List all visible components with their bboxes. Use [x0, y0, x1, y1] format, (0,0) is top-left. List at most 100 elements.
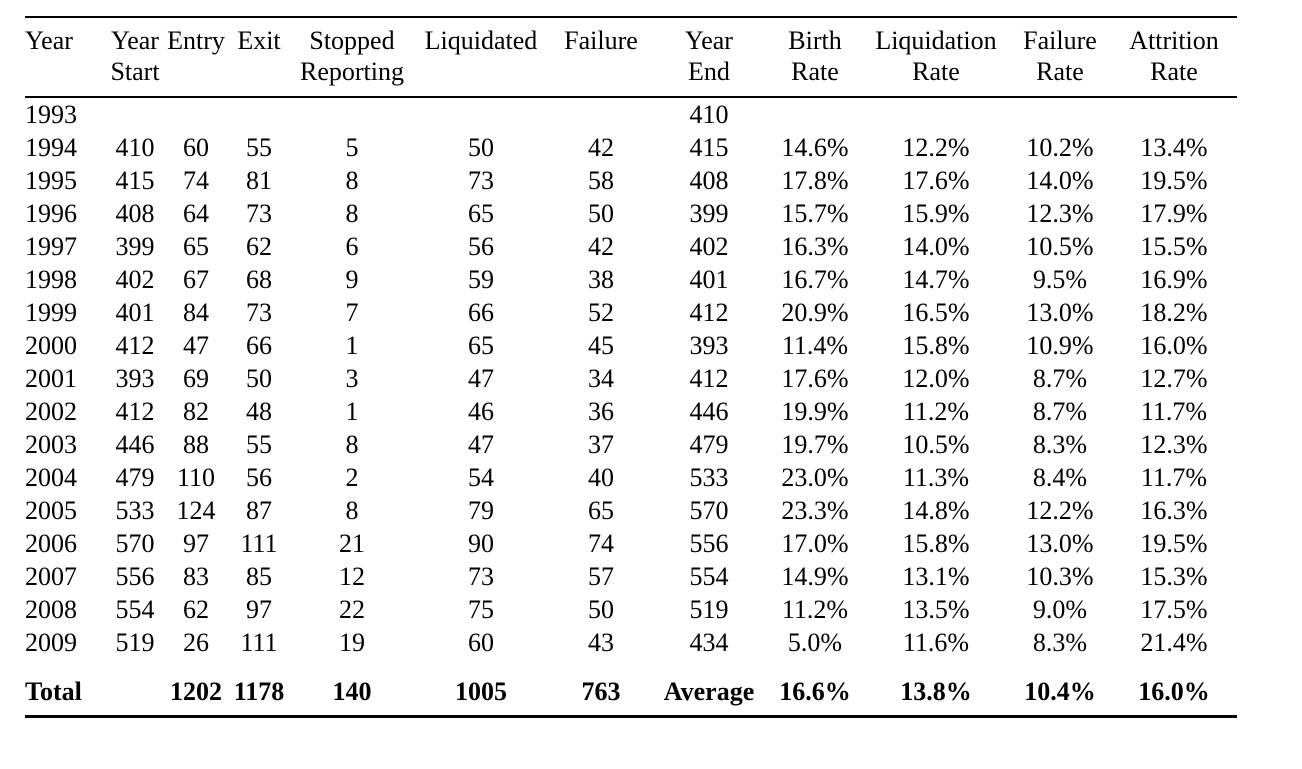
table-cell: 519: [689, 595, 729, 624]
table-cell: 66: [468, 298, 494, 327]
table-cell: 399: [115, 232, 155, 261]
table-row-1995: 1995 415 74 81 8 73 58 408 17.8% 17.6% 14.0% 19.5%: [25, 164, 1237, 197]
table-cell: 8: [345, 496, 359, 525]
table-cell: 47: [183, 331, 209, 360]
table-cell: 16.5%: [902, 298, 970, 327]
table-cell: 68: [246, 265, 272, 294]
column-header-liquidation_rate: Liquidation Rate: [863, 17, 1009, 97]
table-cell: 402: [115, 265, 155, 294]
table-cell: 8.7%: [1032, 397, 1088, 426]
total-cell: [103, 673, 167, 717]
table-cell: 570: [689, 496, 729, 525]
table-cell: 3: [345, 364, 359, 393]
table-cell: 12: [339, 562, 365, 591]
header-row: Year Year Start Entry Exit Stopped Reporting Li…: [25, 17, 1237, 97]
table-cell: 533: [689, 463, 729, 492]
header-line1: Failure: [1023, 26, 1097, 55]
table-cell: 19: [339, 628, 365, 657]
header-line2: Rate: [1036, 57, 1084, 86]
table-cell: 1998: [25, 265, 77, 294]
table-cell: 2002: [25, 397, 77, 426]
table-cell: 17.5%: [1140, 595, 1208, 624]
total-cell: 13.8%: [900, 677, 972, 706]
table-cell: 8.4%: [1032, 463, 1088, 492]
column-header-year: Year: [25, 17, 103, 97]
table-cell: 111: [240, 529, 278, 558]
table-cell: 1994: [25, 133, 77, 162]
table-cell: 9: [345, 265, 359, 294]
table-cell: 82: [183, 397, 209, 426]
table-cell: 9.5%: [1032, 265, 1088, 294]
header-line2: Rate: [912, 57, 960, 86]
table-cell: 13.1%: [902, 562, 970, 591]
table-cell: 60: [468, 628, 494, 657]
table-cell: 26: [183, 628, 209, 657]
table-cell: 57: [588, 562, 614, 591]
header-line1: Year: [685, 26, 733, 55]
header-line1: Liquidation: [875, 26, 997, 55]
table-cell: 97: [183, 529, 209, 558]
table-cell: 97: [246, 595, 272, 624]
column-header-year_end: Year End: [651, 17, 767, 97]
total-cell: 1178: [233, 677, 285, 706]
table-cell: 13.5%: [902, 595, 970, 624]
table-cell: 1999: [25, 298, 77, 327]
table-cell: 8.7%: [1032, 364, 1088, 393]
table-cell: 67: [183, 265, 209, 294]
table-cell: 13.0%: [1026, 298, 1094, 327]
table-cell: 1: [345, 397, 359, 426]
table-cell: 83: [183, 562, 209, 591]
table-row-1999: 1999 401 84 73 7 66 52 412 20.9% 16.5% 13.0% 18.2%: [25, 296, 1237, 329]
header-line1: Year: [111, 26, 159, 55]
table-cell: [167, 97, 225, 131]
total-cell: Total: [25, 677, 82, 706]
table-cell: 17.6%: [781, 364, 849, 393]
table-cell: 38: [588, 265, 614, 294]
table-cell: 81: [246, 166, 272, 195]
table-cell: 14.0%: [1026, 166, 1094, 195]
table-cell: 73: [246, 298, 272, 327]
table-cell: 554: [689, 562, 729, 591]
table-cell: 12.2%: [1026, 496, 1094, 525]
table-cell: 37: [588, 430, 614, 459]
table-cell: 46: [468, 397, 494, 426]
table-cell: 15.7%: [781, 199, 849, 228]
table-row-1993: 1993 410: [25, 97, 1237, 131]
total-cell: 140: [332, 677, 372, 706]
table-cell: 15.8%: [902, 529, 970, 558]
table-cell: 14.6%: [781, 133, 849, 162]
column-header-liquidated: Liquidated: [411, 17, 551, 97]
header-line1: Failure: [564, 26, 638, 55]
table-cell: 17.8%: [781, 166, 849, 195]
table-cell: 45: [588, 331, 614, 360]
table-cell: 55: [246, 133, 272, 162]
table-cell: 73: [468, 166, 494, 195]
table-cell: 11.7%: [1140, 397, 1208, 426]
table-cell: 55: [246, 430, 272, 459]
table-row-2006: 2006 570 97 111 21 90 74 556 17.0% 15.8% 13.0% 19.5…: [25, 527, 1237, 560]
table-cell: 412: [115, 397, 155, 426]
table-row-2004: 2004 479 110 56 2 54 40 533 23.0% 11.3% 8.4% 11.7%: [25, 461, 1237, 494]
table-cell: 79: [468, 496, 494, 525]
table-cell: 11.6%: [902, 628, 970, 657]
table-cell: 434: [689, 628, 729, 657]
table-cell: [103, 97, 167, 131]
table-row-1997: 1997 399 65 62 6 56 42 402 16.3% 14.0% 10.5% 15.5%: [25, 230, 1237, 263]
table-cell: 1997: [25, 232, 77, 261]
table-cell: 65: [588, 496, 614, 525]
table-cell: 2009: [25, 628, 77, 657]
header-line1: Entry: [167, 26, 225, 55]
table-cell: 446: [689, 397, 729, 426]
table-cell: 17.0%: [781, 529, 849, 558]
table-cell: 14.7%: [902, 265, 970, 294]
table-cell: 5.0%: [787, 628, 843, 657]
column-header-entry: Entry: [167, 17, 225, 97]
table-cell: 15.5%: [1140, 232, 1208, 261]
table-cell: 15.9%: [902, 199, 970, 228]
table-row-2000: 2000 412 47 66 1 65 45 393 11.4% 15.8% 10.9% 16.0%: [25, 329, 1237, 362]
table-cell: 399: [689, 199, 729, 228]
table-body: 1993 410 1994 410 60 55 5 50 42 415 14.6% 12.2% 10.2…: [25, 97, 1237, 717]
table-cell: 412: [115, 331, 155, 360]
table-cell: 8: [345, 166, 359, 195]
total-row: Total 1202 1178 140 1005 763 Average 16.6% 13.8%…: [25, 673, 1237, 717]
